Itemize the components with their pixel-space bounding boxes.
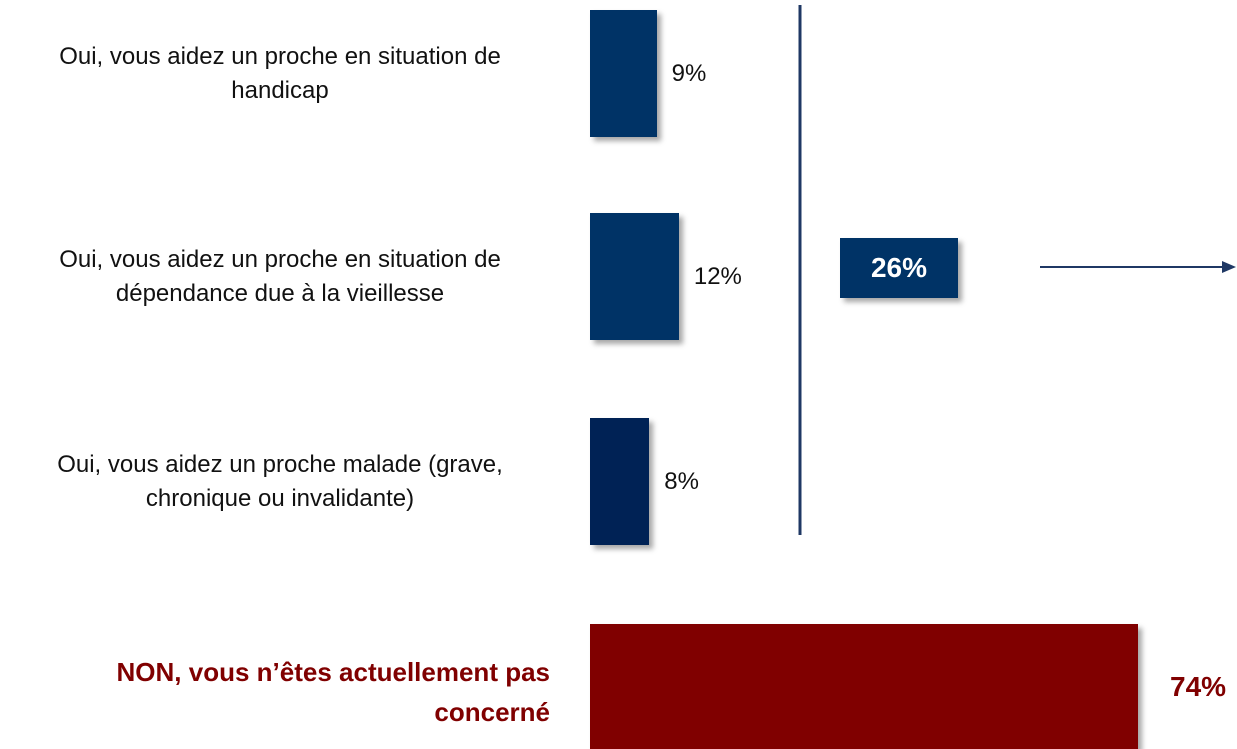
bar	[590, 10, 657, 137]
value-label: 74%	[1170, 670, 1227, 702]
summary-label: 26%	[870, 252, 928, 283]
summary-box: 26%	[840, 238, 958, 298]
value-label: 9%	[671, 59, 707, 87]
bar	[590, 418, 650, 545]
category-label: Oui, vous aidez un proche malade (grave,…	[57, 450, 503, 512]
category-label: Oui, vous aidez un proche en situation d…	[59, 245, 501, 307]
value-label: 12%	[693, 262, 742, 290]
bar	[590, 213, 679, 340]
category-label: Oui, vous aidez un proche en situation d…	[59, 42, 501, 104]
arrow-head	[1222, 261, 1236, 273]
bar	[590, 624, 1138, 749]
category-label: NON, vous n’êtes actuellement pas concer…	[116, 656, 550, 727]
value-label: 8%	[664, 467, 699, 495]
